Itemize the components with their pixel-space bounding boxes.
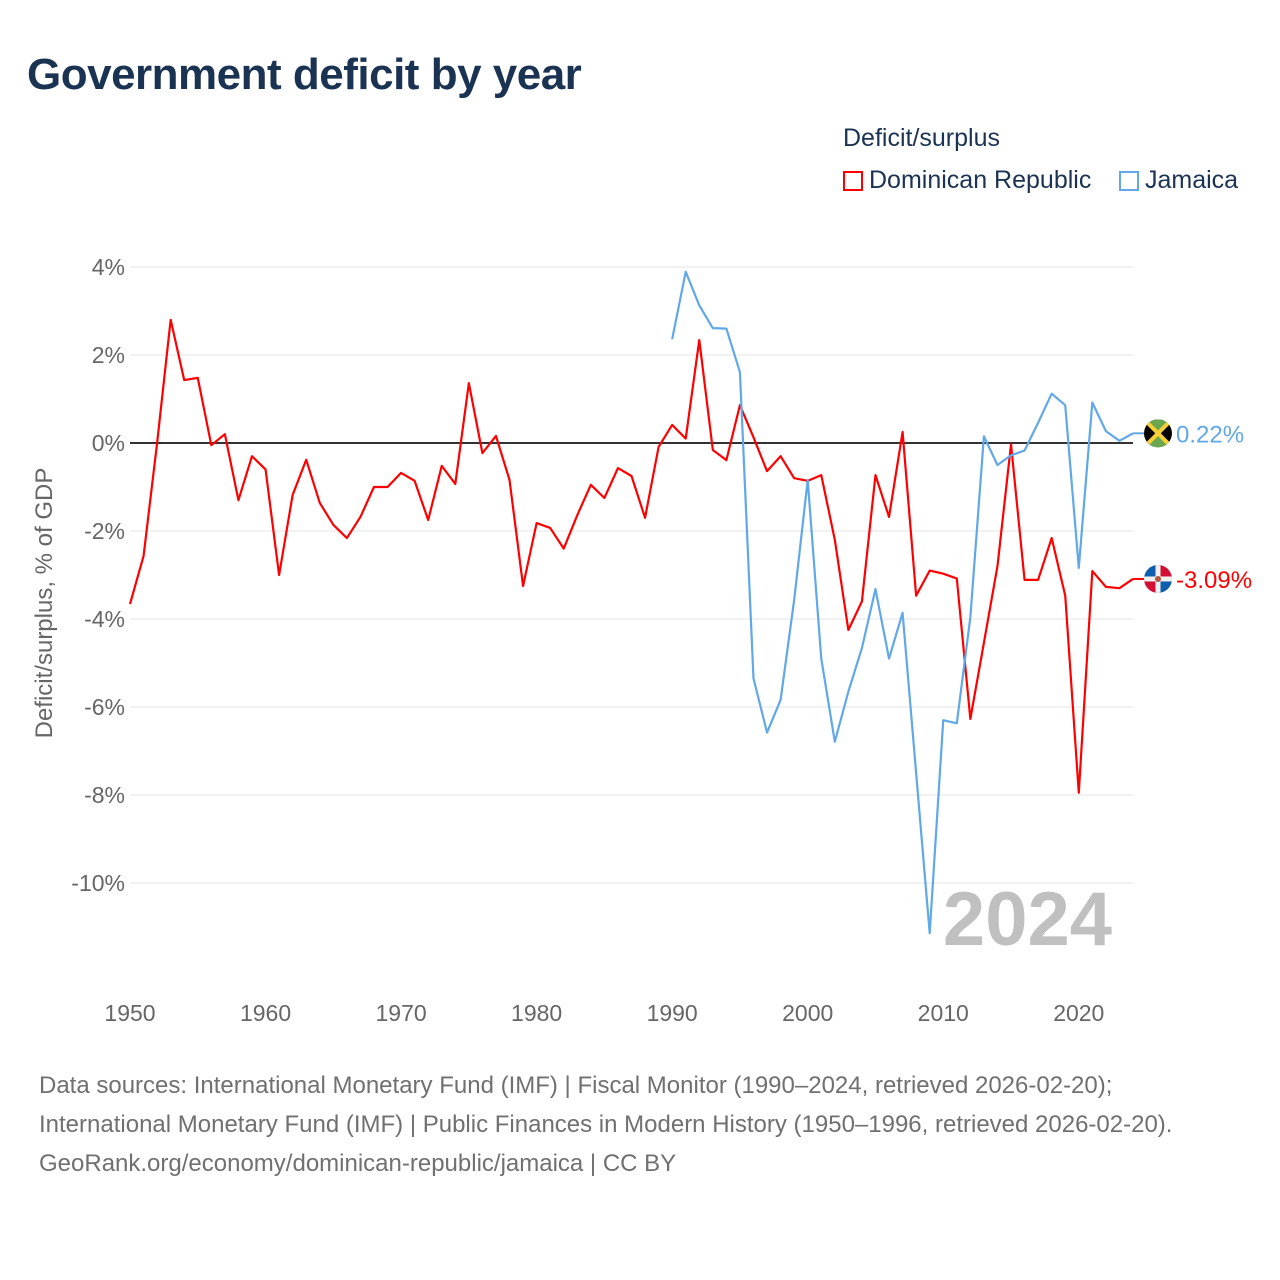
series-line-jamaica [671,270,1134,935]
flag-saltire [1144,419,1172,448]
flag-green [1144,419,1172,434]
y-tick-label: 0% [92,430,125,456]
year-watermark: 2024 [943,877,1112,962]
footer: Data sources: International Monetary Fun… [39,1066,1239,1183]
legend-item-dominican-republic[interactable]: Dominican Republic [843,166,1091,195]
y-tick-label: -6% [84,694,125,720]
flag-green [1144,433,1172,448]
y-tick-label: 4% [92,254,125,280]
end-value-label: 0.22% [1176,421,1244,448]
y-tick-label: -10% [71,870,125,896]
y-tick-label: -2% [84,518,125,544]
flag-body [1144,419,1172,448]
x-tick-label: 2020 [1053,1000,1104,1026]
legend-title: Deficit/surplus [843,124,1000,152]
flag-body [1144,564,1172,593]
x-tick-label: 1970 [375,1000,426,1026]
y-axis-label: Deficit/surplus, % of GDP [31,468,58,739]
chart-title: Government deficit by year [27,50,582,99]
x-tick-label: 2000 [782,1000,833,1026]
data-sources: Data sources: International Monetary Fun… [39,1072,1173,1138]
line-chart: 4% 2% 0% -2% -4% -6% -8% -10% 1950 1960 1970 1980 19… [31,254,1252,1026]
x-tick-label: 1980 [511,1000,562,1026]
y-tick-label: -8% [84,782,125,808]
flag-emblem [1155,575,1161,582]
y-tick-label: 2% [92,342,125,368]
x-tick-label: 1950 [104,1000,155,1026]
dominican-republic-flag-icon [1144,564,1172,593]
end-value-label: -3.09% [1176,567,1252,594]
x-tick-label: 1990 [647,1000,698,1026]
series-line-dominican-republic [128,318,1134,794]
legend-label: Jamaica [1145,166,1239,194]
y-tick-label: -4% [84,606,125,632]
legend-label: Dominican Republic [869,166,1092,194]
credit-link[interactable]: GeoRank.org/economy/dominican-republic/j… [39,1150,677,1177]
x-tick-label: 2010 [918,1000,969,1026]
jamaica-flag-icon [1144,419,1172,448]
legend-swatch [1119,170,1139,191]
legend-swatch [843,170,863,191]
x-tick-label: 1960 [240,1000,291,1026]
legend-item-jamaica[interactable]: Jamaica [1119,166,1238,195]
